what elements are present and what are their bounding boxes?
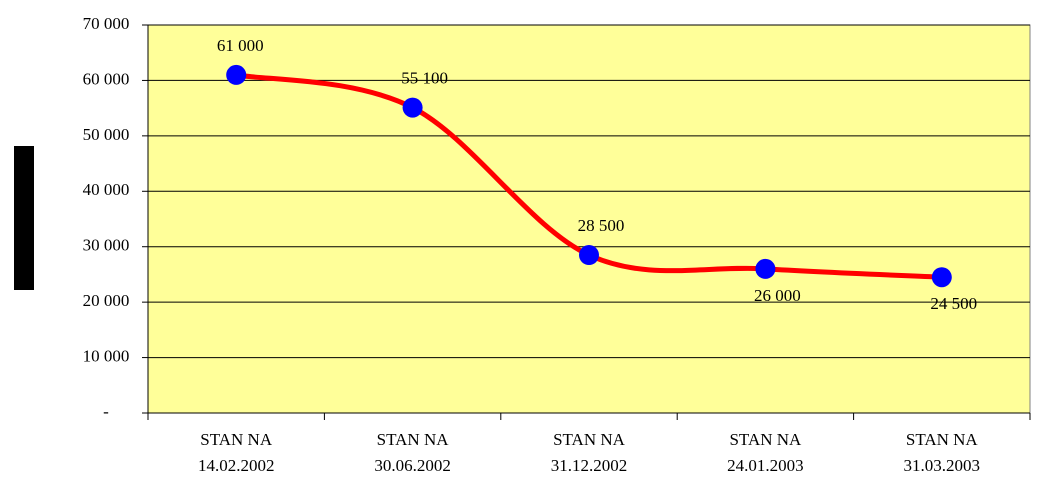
data-label: 26 000 [754, 286, 801, 305]
marker [579, 245, 599, 266]
plot-area [147, 24, 1031, 414]
data-label: 24 500 [930, 294, 977, 313]
marker [755, 258, 776, 279]
x-tick-label: STAN NA [377, 430, 450, 449]
x-tick-label: STAN NA [729, 430, 802, 449]
marker [226, 64, 247, 85]
data-label: 61 000 [217, 36, 264, 55]
marker [931, 267, 952, 288]
x-tick-label: STAN NA [906, 430, 979, 449]
y-tick-label: 30 000 [83, 236, 130, 255]
x-tick-label: STAN NA [553, 430, 626, 449]
y-tick-label: 70 000 [83, 14, 130, 33]
x-tick-label: 31.12.2002 [551, 456, 628, 475]
marker [402, 97, 423, 118]
y-tick-label: 50 000 [83, 125, 130, 144]
y-tick-label: 40 000 [83, 180, 130, 199]
x-tick-label: 14.02.2002 [198, 456, 275, 475]
x-tick-label: STAN NA [200, 430, 273, 449]
x-tick-label: 24.01.2003 [727, 456, 804, 475]
y-tick-label: - [103, 402, 109, 421]
x-tick-label: 31.03.2003 [904, 456, 981, 475]
y-tick-label: 60 000 [83, 69, 130, 88]
y-tick-label: 20 000 [83, 291, 130, 310]
y-axis-label-box [14, 146, 34, 290]
y-tick-label: 10 000 [83, 346, 130, 365]
data-label: 55 100 [401, 68, 448, 87]
data-label: 28 500 [578, 216, 625, 235]
x-tick-label: 30.06.2002 [374, 456, 451, 475]
